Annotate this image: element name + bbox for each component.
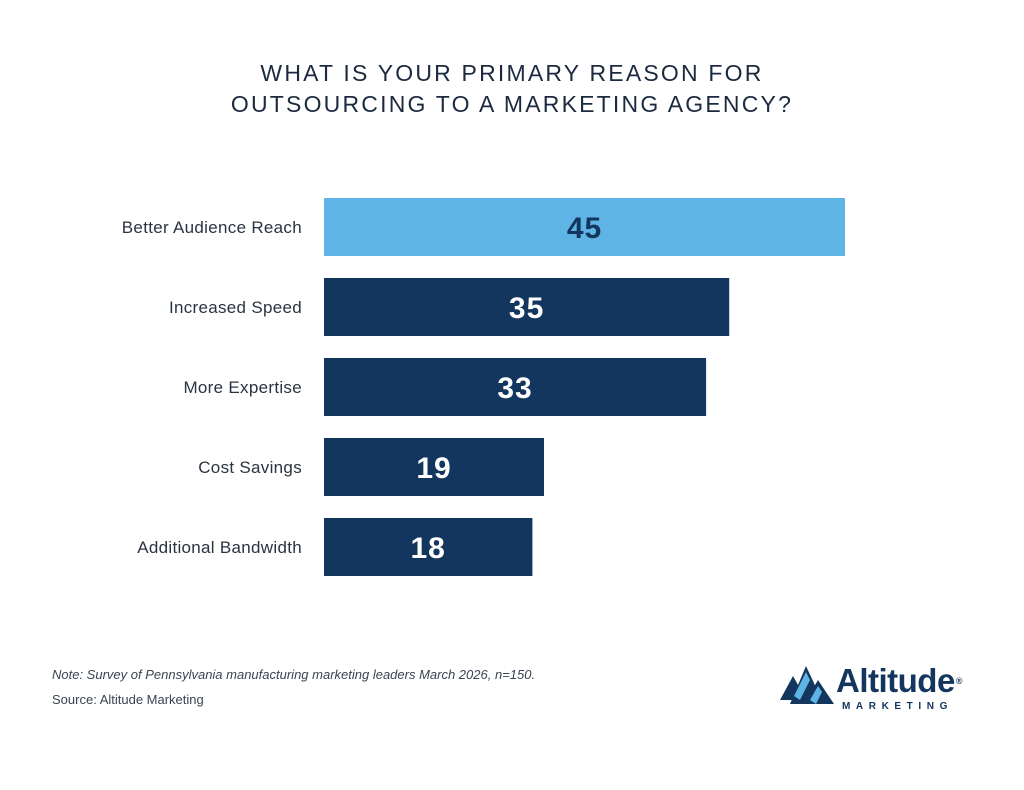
bar-additional-bandwidth xyxy=(324,518,533,576)
bar-cost-savings xyxy=(324,438,544,496)
chart-title-line-1: WHAT IS YOUR PRIMARY REASON FOR xyxy=(260,60,764,86)
registered-mark: ® xyxy=(955,676,963,686)
category-label: Cost Savings xyxy=(198,458,302,477)
source-line: Source: Altitude Marketing xyxy=(52,692,204,707)
category-label: Better Audience Reach xyxy=(122,218,302,237)
altitude-logo: Altitude® MARKETING xyxy=(780,660,980,714)
value-label: 35 xyxy=(509,292,544,325)
logo-tagline: MARKETING xyxy=(842,701,953,712)
mountain-peaks-icon xyxy=(780,666,834,704)
chart-title-line-2: OUTSOURCING TO A MARKETING AGENCY? xyxy=(230,91,794,117)
bar-more-expertise xyxy=(324,358,707,416)
bar-increased-speed xyxy=(324,278,730,336)
category-label: Increased Speed xyxy=(169,298,302,317)
survey-note: Note: Survey of Pennsylvania manufacturi… xyxy=(52,667,536,682)
logo-wordmark: Altitude® xyxy=(836,663,962,699)
logo-name: Altitude xyxy=(836,662,955,699)
value-label: 33 xyxy=(497,372,532,405)
chart-title: WHAT IS YOUR PRIMARY REASON FOR OUTSOURC… xyxy=(0,58,1024,120)
value-label: 19 xyxy=(416,452,451,485)
value-label: 45 xyxy=(567,212,602,245)
category-label: Additional Bandwidth xyxy=(137,538,302,557)
value-label: 18 xyxy=(411,532,446,565)
category-label: More Expertise xyxy=(183,378,302,397)
bar-better-audience-reach xyxy=(324,198,845,256)
